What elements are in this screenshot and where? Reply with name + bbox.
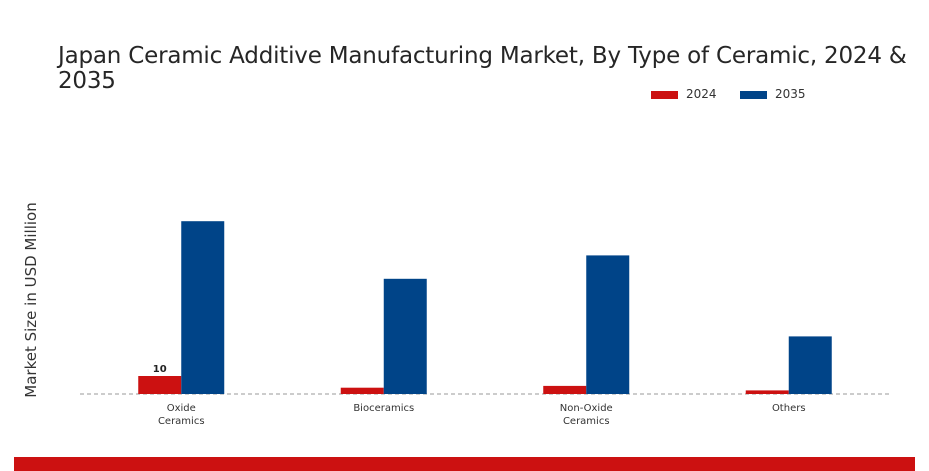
bar-2024-0 [138, 376, 182, 394]
x-tick-label-1: Bioceramics [353, 403, 414, 414]
bottom-accent-bar [14, 457, 915, 471]
legend-label-2024: 2024 [686, 87, 717, 101]
bar-2035-0 [181, 221, 225, 394]
chart-title: Japan Ceramic Additive Manufacturing Mar… [58, 43, 907, 94]
bar-2024-3 [745, 390, 789, 394]
bar-2024-1 [340, 387, 384, 394]
legend-label-2035: 2035 [775, 87, 806, 101]
data-label-0: 10 [153, 364, 167, 375]
bar-2035-2 [586, 255, 630, 394]
legend-swatch-2035 [740, 91, 767, 99]
legend-swatch-2024 [651, 91, 678, 99]
bar-2024-2 [543, 385, 587, 394]
bar-2035-3 [788, 336, 832, 394]
x-tick-label-2: Non-Oxide Ceramics [560, 403, 613, 427]
x-tick-label-3: Others [772, 403, 806, 414]
bar-2035-1 [383, 278, 427, 394]
x-tick-label-0: Oxide Ceramics [158, 403, 205, 427]
